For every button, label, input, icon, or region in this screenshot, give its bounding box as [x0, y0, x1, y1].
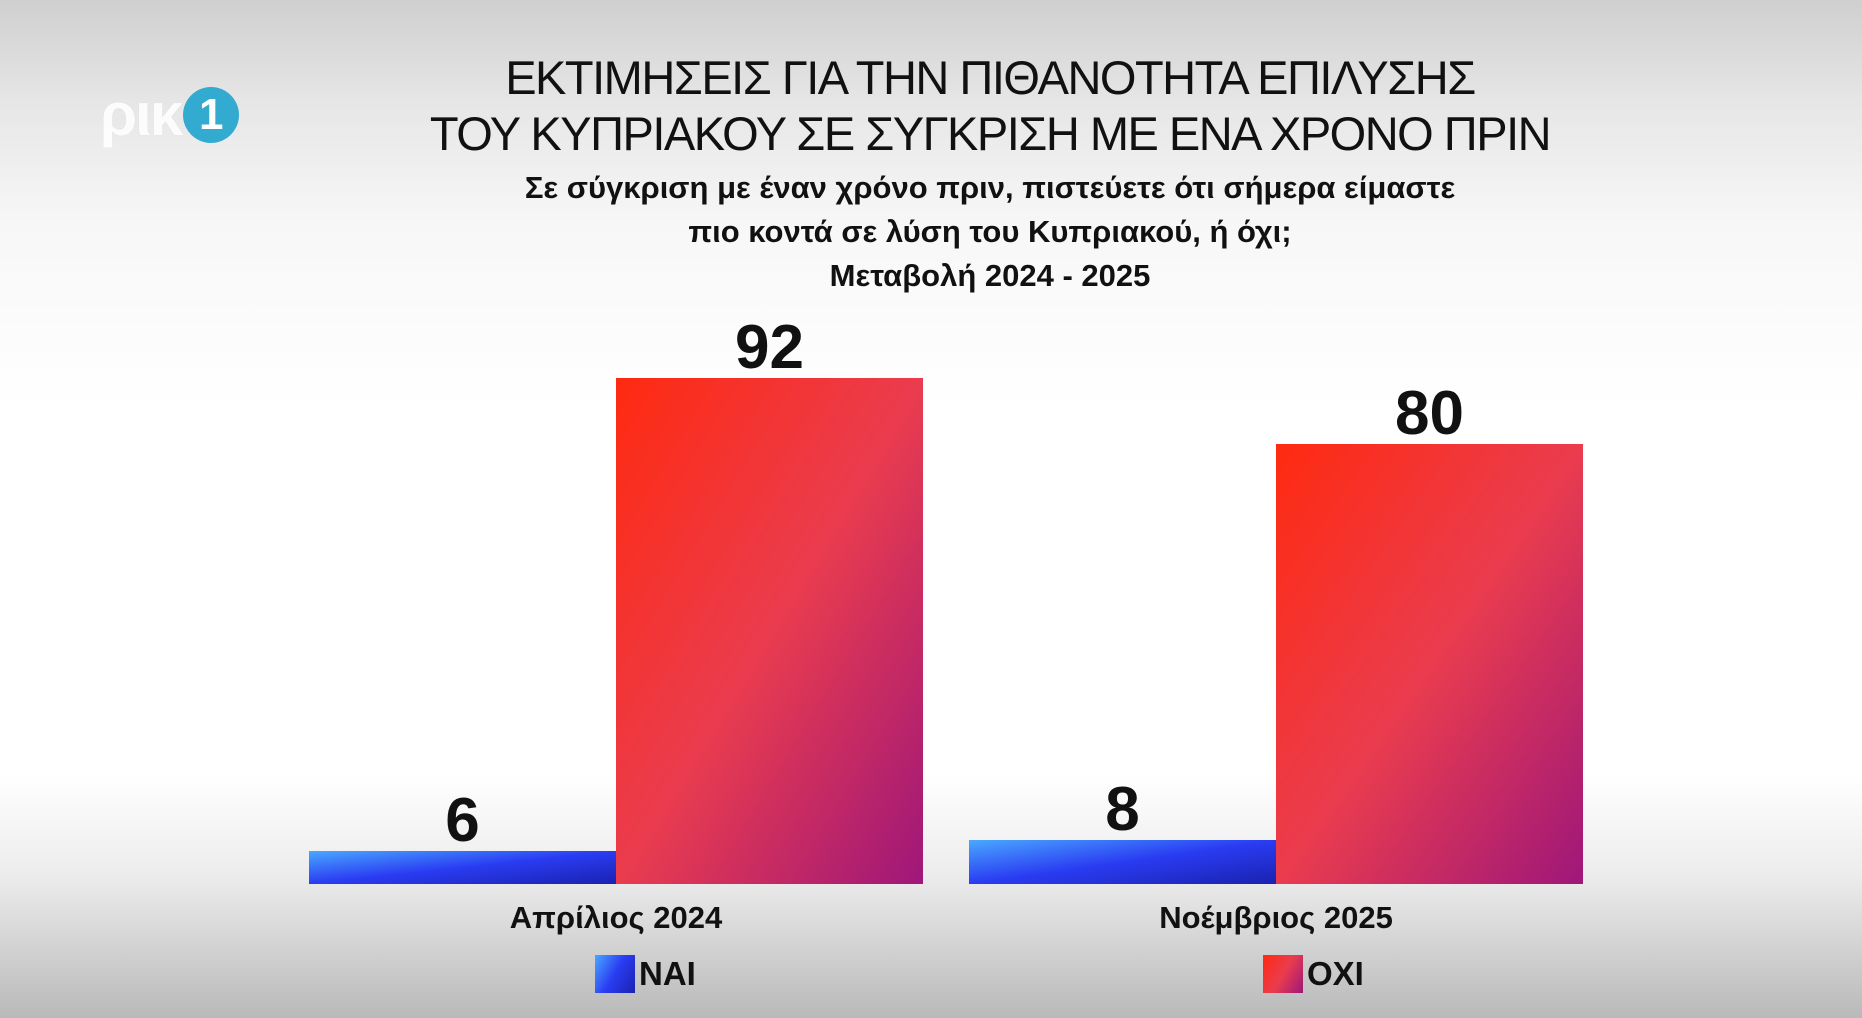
legend-swatch-nai — [595, 955, 635, 993]
bar-oxi-2 — [1276, 444, 1583, 884]
data-label-oxi-2: 80 — [1395, 379, 1464, 448]
legend-swatch-oxi — [1263, 955, 1303, 993]
legend-item-nai: ΝΑΙ — [595, 955, 696, 993]
data-label-nai-1: 6 — [445, 786, 479, 855]
legend-item-oxi: ΟΧΙ — [1263, 955, 1364, 993]
category-label-2: Νοέμβριος 2025 — [1159, 900, 1393, 935]
bar-nai-2 — [969, 840, 1276, 884]
chart-subtitle-line-2: πιο κοντά σε λύση του Κυπριακού, ή όχι; — [688, 214, 1292, 249]
bar-nai-1 — [309, 851, 616, 884]
legend-label-oxi: ΟΧΙ — [1307, 955, 1364, 992]
logo-text: ρικ — [100, 81, 183, 148]
chart-subtitle-line-3: Μεταβολή 2024 - 2025 — [829, 258, 1151, 293]
legend-label-nai: ΝΑΙ — [639, 955, 696, 992]
channel-logo: ρικ 1 — [100, 81, 240, 148]
category-label-1: Απρίλιος 2024 — [510, 900, 723, 935]
chart-subtitle-line-1: Σε σύγκριση με έναν χρόνο πριν, πιστεύετ… — [524, 170, 1456, 205]
data-label-oxi-1: 92 — [735, 313, 804, 382]
logo-number-badge: 1 — [183, 87, 240, 143]
chart-title-line-1: ΕΚΤΙΜΗΣΕΙΣ ΓΙΑ ΤΗΝ ΠΙΘΑΝΟΤΗΤΑ ΕΠΙΛΥΣΗΣ — [505, 51, 1476, 104]
data-label-nai-2: 8 — [1105, 775, 1139, 844]
bar-oxi-1 — [616, 378, 923, 884]
chart-title-line-2: ΤΟΥ ΚΥΠΡΙΑΚΟΥ ΣΕ ΣΥΓΚΡΙΣΗ ΜΕ ΕΝΑ ΧΡΟΝΟ Π… — [429, 107, 1552, 160]
bars-group: 6 92 Απρίλιος 2024 8 80 Νοέμβριος 2025 — [309, 313, 1583, 935]
